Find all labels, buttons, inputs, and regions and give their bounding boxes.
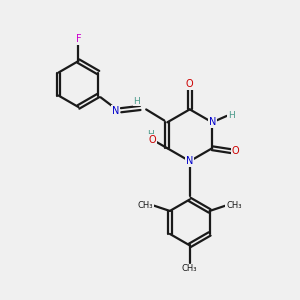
Text: O: O (186, 79, 194, 89)
Text: CH₃: CH₃ (182, 265, 197, 274)
Text: O: O (232, 146, 239, 156)
Text: N: N (208, 117, 216, 127)
Text: H: H (147, 130, 154, 139)
Text: N: N (112, 106, 119, 116)
Text: O: O (149, 135, 156, 145)
Text: H: H (228, 111, 234, 120)
Text: H: H (133, 97, 140, 106)
Text: CH₃: CH₃ (138, 201, 154, 210)
Text: CH₃: CH₃ (226, 201, 242, 210)
Text: F: F (76, 34, 81, 44)
Text: N: N (186, 156, 194, 166)
